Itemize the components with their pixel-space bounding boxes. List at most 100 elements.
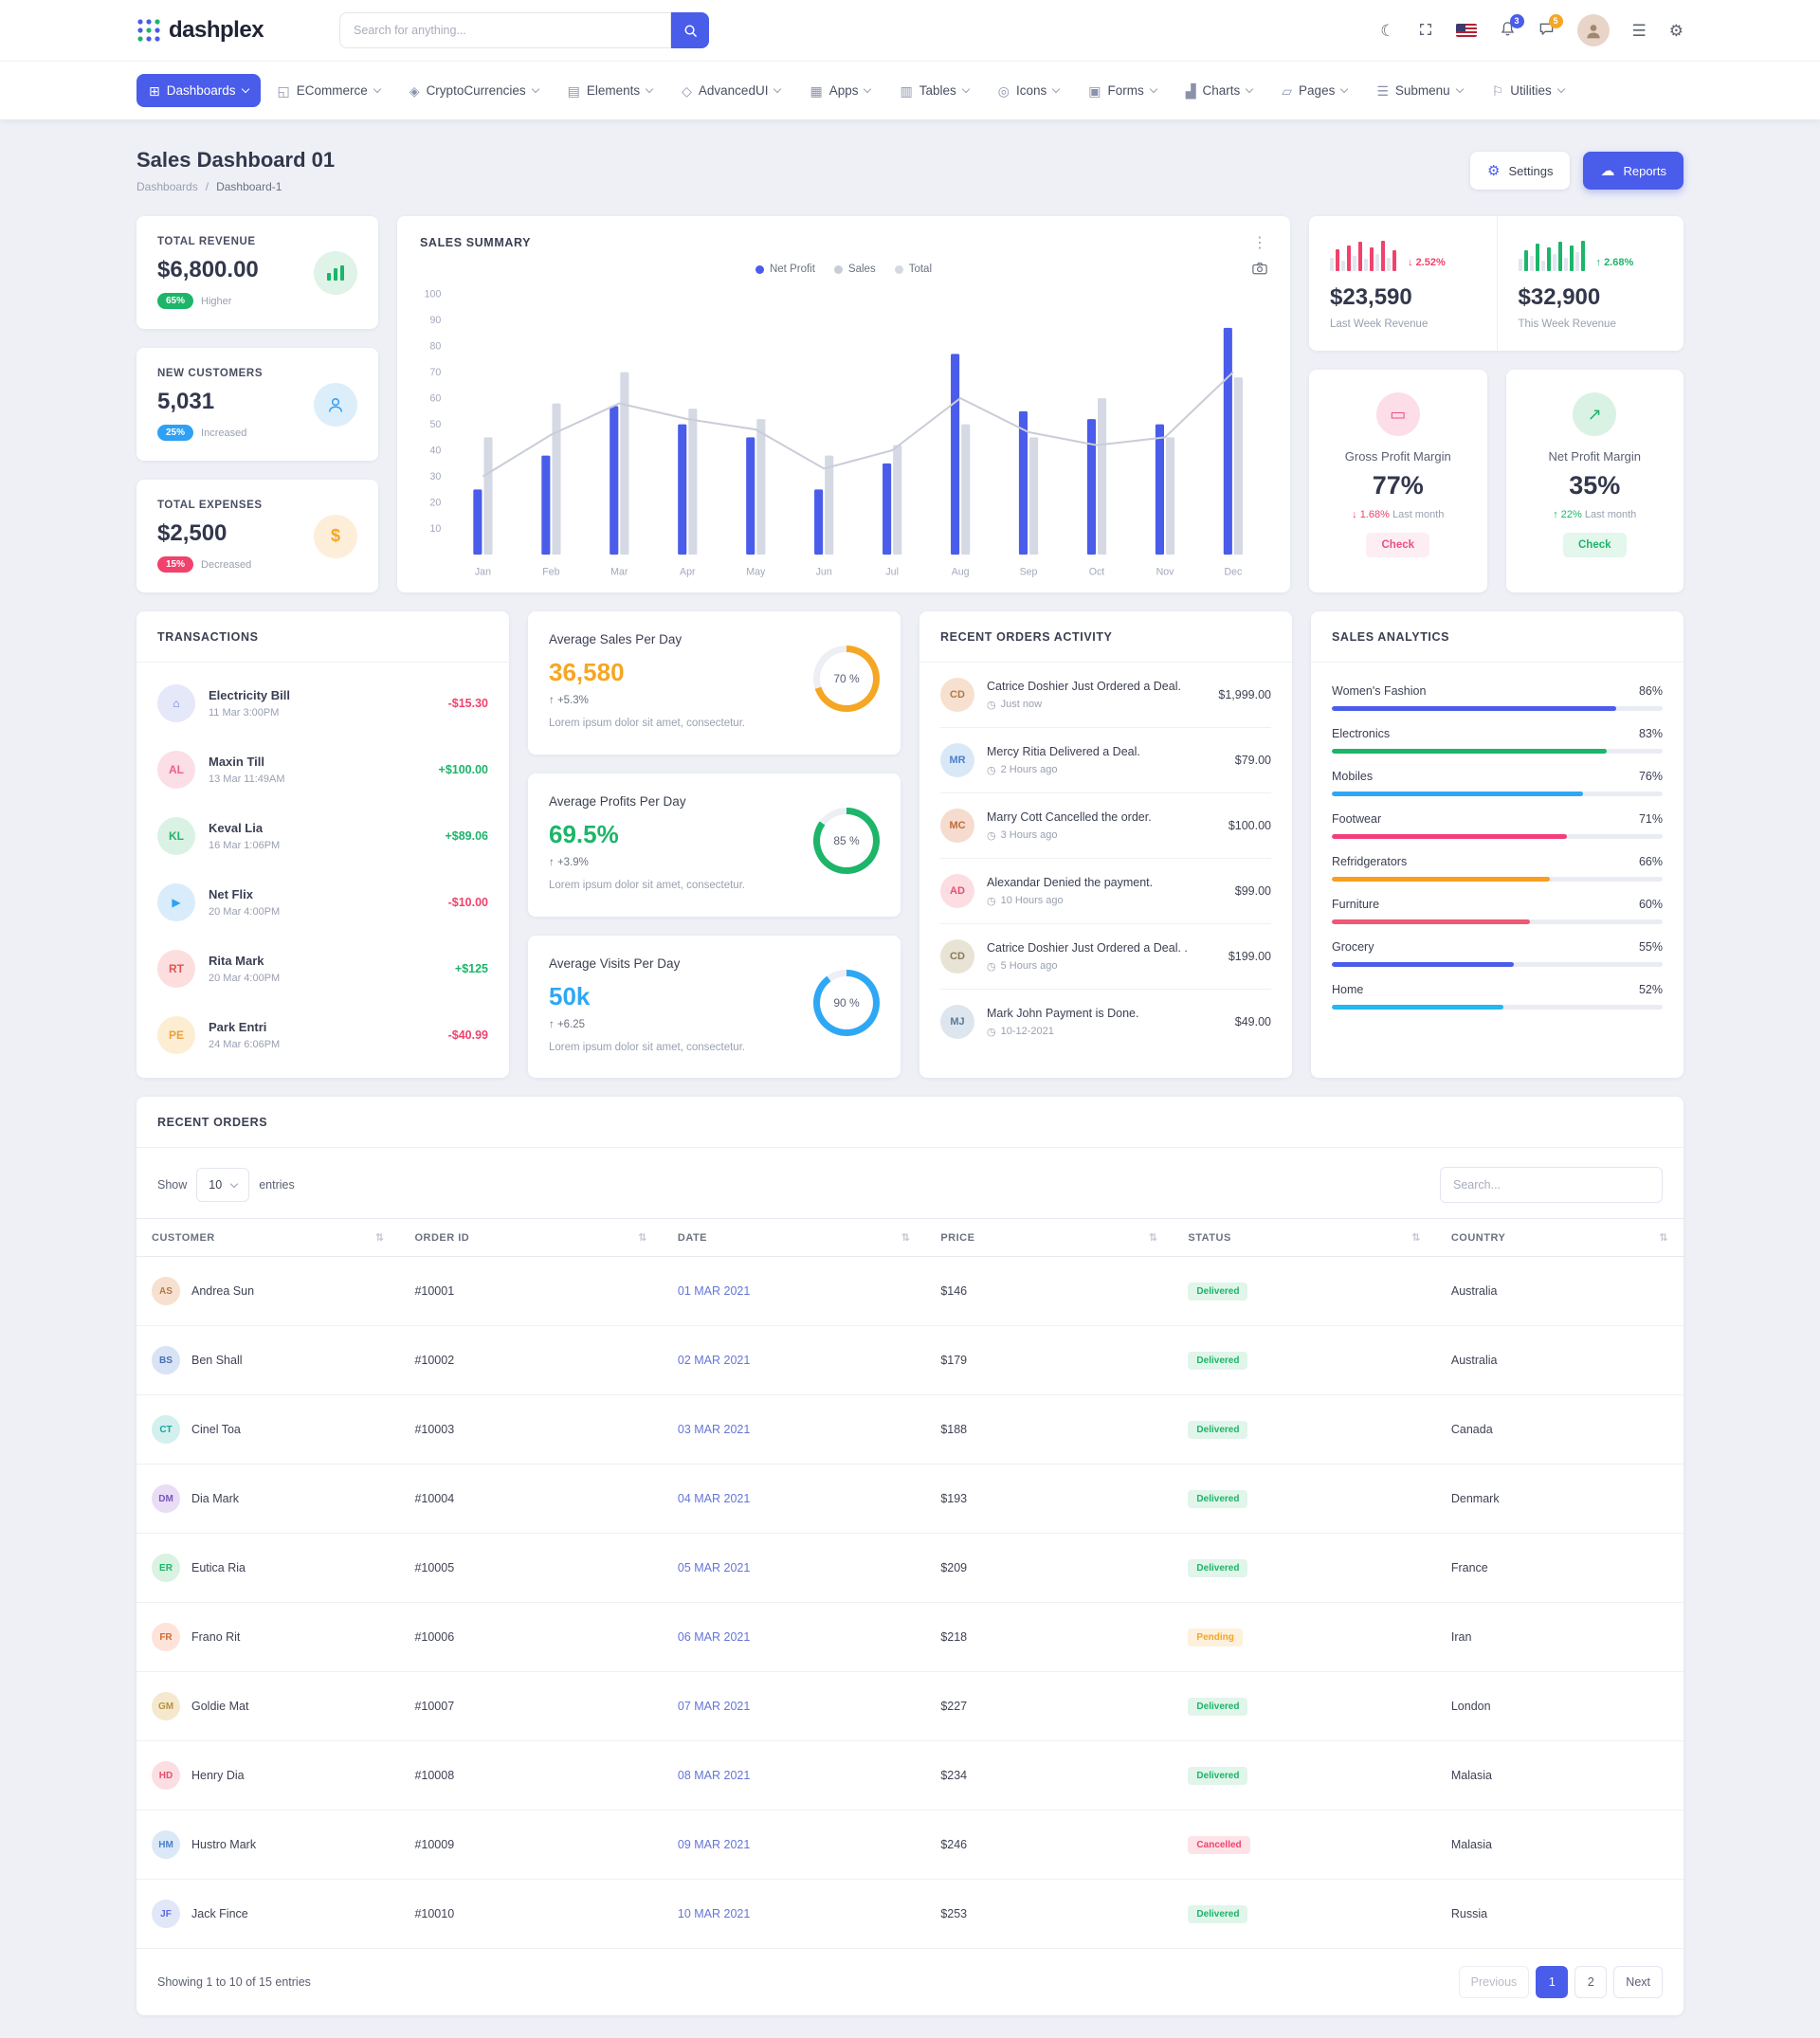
main-nav: ⊞ Dashboards ◱ ECommerce ◈ CryptoCurrencies…	[0, 61, 1820, 119]
card-title: TRANSACTIONS	[157, 630, 259, 645]
donut-label: 90 %	[833, 995, 860, 1010]
table-row[interactable]: ER Eutica Ria #10005 05 MAR 2021 $209 Del…	[136, 1533, 1684, 1604]
status-badge: Delivered	[1188, 1697, 1248, 1716]
activity-item[interactable]: CD Catrice Doshier Just Ordered a Deal. …	[940, 924, 1271, 991]
pagination-page-2[interactable]: 2	[1574, 1966, 1608, 1999]
column-header-status[interactable]: STATUS ⇅	[1173, 1218, 1436, 1258]
page-header: Sales Dashboard 01 Dashboards / Dashboar…	[136, 119, 1684, 193]
nav-item-tables[interactable]: ▥ Tables	[887, 74, 980, 107]
table-row[interactable]: HM Hustro Mark #10009 09 MAR 2021 $246 Ca…	[136, 1810, 1684, 1881]
settings-button[interactable]: ⚙ Settings	[1470, 152, 1571, 190]
more-options-icon[interactable]: ⋮	[1252, 235, 1267, 251]
delta-up: ↑ 2.68%	[1595, 257, 1634, 268]
table-search-input[interactable]	[1440, 1167, 1663, 1204]
svg-text:10: 10	[430, 523, 442, 535]
nav-item-apps[interactable]: ▦ Apps	[797, 74, 883, 107]
pagination-next[interactable]: Next	[1613, 1966, 1663, 1999]
activity-time: 2 Hours ago	[1000, 764, 1058, 776]
utilities-icon: ⚐	[1491, 82, 1504, 99]
sort-icon: ⇅	[638, 1232, 647, 1245]
user-avatar[interactable]	[1576, 14, 1610, 46]
activity-item[interactable]: AD Alexandar Denied the payment. ◷ 10 Hour…	[940, 859, 1271, 925]
order-id: #10005	[399, 1533, 663, 1604]
recent-orders-activity-card: RECENT ORDERS ACTIVITY CD Catrice Doshie…	[919, 611, 1292, 1079]
activity-item[interactable]: MR Mercy Ritia Delivered a Deal. ◷ 2 Hours…	[940, 728, 1271, 794]
clock-icon: ◷	[987, 895, 996, 907]
order-date: 02 MAR 2021	[662, 1325, 926, 1396]
pagination-page-1[interactable]: 1	[1536, 1966, 1569, 1999]
order-date: 09 MAR 2021	[662, 1810, 926, 1881]
order-country: Canada	[1435, 1394, 1684, 1465]
forms-icon: ▣	[1088, 82, 1101, 99]
total-expenses-card: TOTAL EXPENSES $2,500 15% Decreased $	[136, 480, 378, 593]
order-country: Iran	[1435, 1602, 1684, 1673]
nav-item-advancedui[interactable]: ◇ AdvancedUI	[669, 74, 792, 107]
svg-text:Jun: Jun	[816, 566, 832, 577]
avatar: ER	[152, 1554, 180, 1583]
nav-item-icons[interactable]: ◎ Icons	[986, 74, 1072, 107]
pagination-previous[interactable]: Previous	[1458, 1966, 1530, 1999]
messages-button[interactable]: 5	[1538, 14, 1563, 40]
chevron-down-icon	[774, 84, 782, 94]
donut-chart: 70 %	[813, 646, 880, 713]
reports-button[interactable]: ☁ Reports	[1583, 152, 1684, 190]
transaction-item[interactable]: ▶ Net Flix 20 Mar 4:00PM -$10.00	[157, 869, 488, 936]
activity-item[interactable]: CD Catrice Doshier Just Ordered a Deal. ◷…	[940, 663, 1271, 729]
settings-icon[interactable]: ⚙	[1668, 21, 1684, 40]
language-flag[interactable]	[1455, 24, 1477, 37]
activity-item[interactable]: MC Marry Cott Cancelled the order. ◷ 3 Hou…	[940, 793, 1271, 860]
table-row[interactable]: HD Henry Dia #10008 08 MAR 2021 $234 Deli…	[136, 1740, 1684, 1811]
menu-toggle[interactable]: ☰	[1631, 21, 1647, 40]
transaction-item[interactable]: ⌂ Electricity Bill 11 Mar 3:00PM -$15.30	[157, 670, 488, 737]
table-row[interactable]: BS Ben Shall #10002 02 MAR 2021 $179 Deli…	[136, 1325, 1684, 1396]
nav-item-ecommerce[interactable]: ◱ ECommerce	[265, 74, 392, 107]
transaction-item[interactable]: KL Keval Lia 16 Mar 1:06PM +$89.06	[157, 803, 488, 869]
entries-select[interactable]: 10	[196, 1168, 250, 1203]
table-row[interactable]: AS Andrea Sun #10001 01 MAR 2021 $146 Del…	[136, 1256, 1684, 1327]
column-header-customer[interactable]: CUSTOMER ⇅	[136, 1218, 400, 1258]
table-row[interactable]: JF Jack Fince #10010 10 MAR 2021 $253 Del…	[136, 1879, 1684, 1950]
donut-chart: 90 %	[813, 969, 880, 1036]
column-header-order-id[interactable]: ORDER ID ⇅	[399, 1218, 663, 1258]
activity-item[interactable]: MJ Mark John Payment is Done. ◷ 10-12-2021…	[940, 990, 1271, 1054]
donut-chart: 85 %	[813, 808, 880, 875]
notification-badge: 3	[1509, 14, 1524, 28]
nav-item-utilities[interactable]: ⚐ Utilities	[1480, 74, 1576, 107]
column-header-date[interactable]: DATE ⇅	[662, 1218, 926, 1258]
avatar: BS	[152, 1346, 180, 1375]
check-button[interactable]: Check	[1366, 533, 1430, 557]
order-date: 07 MAR 2021	[662, 1671, 926, 1742]
transaction-amount: -$15.30	[447, 697, 488, 711]
nav-item-cryptocurrencies[interactable]: ◈ CryptoCurrencies	[397, 74, 551, 107]
analytics-label: Footwear	[1332, 812, 1382, 827]
nav-item-dashboards[interactable]: ⊞ Dashboards	[136, 74, 261, 107]
analytics-percent: 76%	[1638, 770, 1663, 784]
nav-item-forms[interactable]: ▣ Forms	[1076, 74, 1168, 107]
camera-icon[interactable]	[1252, 262, 1267, 278]
table-row[interactable]: GM Goldie Mat #10007 07 MAR 2021 $227 Del…	[136, 1671, 1684, 1742]
activity-time: Just now	[1000, 699, 1043, 711]
transaction-item[interactable]: PE Park Entri 24 Mar 6:06PM -$40.99	[157, 1002, 488, 1068]
table-row[interactable]: DM Dia Mark #10004 04 MAR 2021 $193 Deliv…	[136, 1464, 1684, 1535]
column-header-country[interactable]: COUNTRY ⇅	[1435, 1218, 1684, 1258]
brand-logo[interactable]: dashplex	[136, 17, 264, 44]
transaction-item[interactable]: AL Maxin Till 13 Mar 11:49AM +$100.00	[157, 737, 488, 803]
avatar: RT	[157, 950, 195, 989]
search-input[interactable]	[339, 12, 672, 48]
nav-item-submenu[interactable]: ☰ Submenu	[1364, 74, 1474, 107]
search-button[interactable]	[671, 12, 710, 48]
fullscreen-icon[interactable]	[1418, 22, 1433, 40]
column-header-price[interactable]: PRICE ⇅	[925, 1218, 1174, 1258]
table-row[interactable]: CT Cinel Toa #10003 03 MAR 2021 $188 Deli…	[136, 1394, 1684, 1465]
nav-item-pages[interactable]: ▱ Pages	[1269, 74, 1359, 107]
nav-item-elements[interactable]: ▤ Elements	[555, 74, 665, 107]
dark-mode-icon[interactable]: ☾	[1380, 21, 1395, 40]
table-row[interactable]: FR Frano Rit #10006 06 MAR 2021 $218 Pend…	[136, 1602, 1684, 1673]
check-button[interactable]: Check	[1562, 533, 1627, 557]
notifications-button[interactable]: 3	[1500, 14, 1524, 40]
transaction-item[interactable]: RT Rita Mark 20 Mar 4:00PM +$125	[157, 936, 488, 1002]
breadcrumb-root[interactable]: Dashboards	[136, 180, 198, 193]
nav-item-charts[interactable]: ▟ Charts	[1174, 74, 1265, 107]
sort-icon: ⇅	[1148, 1232, 1158, 1245]
avg-value: 69.5%	[549, 820, 619, 849]
